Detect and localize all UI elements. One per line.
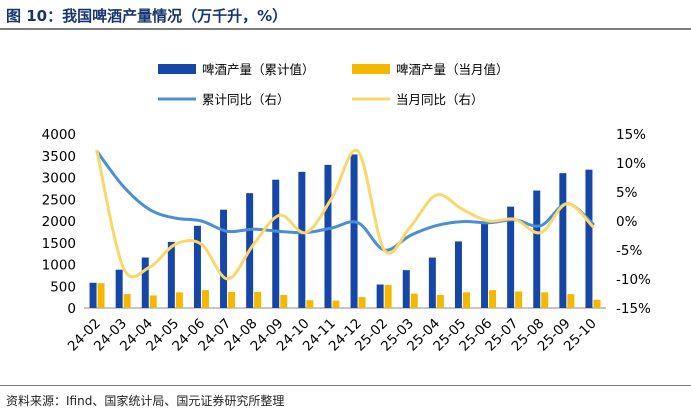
bar-monthly: [384, 284, 392, 308]
bar-monthly: [306, 300, 314, 308]
bar-cumulative: [481, 224, 489, 308]
y-left-tick-label: 4000: [42, 127, 76, 143]
bar-monthly: [410, 293, 418, 308]
y-right-tick-label: 0%: [616, 214, 638, 230]
bar-monthly: [593, 299, 601, 308]
beer-production-chart: 啤酒产量（累计值） 啤酒产量（当月值） 累计同比（右） 当月同比（右） 0 500…: [42, 62, 651, 355]
y-right-tick-label: -10%: [616, 272, 651, 288]
legend-label-cum-bar: 啤酒产量（累计值）: [202, 62, 315, 77]
legend-swatch-cum-bar: [158, 64, 196, 74]
bar-cumulative: [167, 241, 175, 308]
legend-swatch-mon-bar: [352, 64, 390, 74]
bar-cumulative: [141, 257, 149, 308]
bar-cumulative: [428, 257, 436, 308]
chart-legend: 啤酒产量（累计值） 啤酒产量（当月值） 累计同比（右） 当月同比（右）: [158, 62, 509, 107]
bar-cumulative: [193, 225, 201, 308]
bar-cumulative: [454, 241, 462, 308]
y-left-tick-label: 2000: [42, 214, 76, 230]
chart-axes: 0 500 1000 1500 2000 2500 3000 3500 4000 -15% -10%…: [42, 127, 651, 317]
y-right-tick-label: 5%: [616, 185, 638, 201]
source-note: 资料来源：Ifind、国家统计局、国元证券研究所整理: [6, 394, 285, 408]
y-left-tick-label: 1000: [42, 258, 76, 274]
bar-cumulative: [272, 179, 280, 308]
bar-cumulative: [585, 169, 593, 308]
bar-cumulative: [507, 206, 515, 308]
bar-monthly: [149, 295, 157, 308]
bar-cumulative: [533, 190, 541, 308]
bar-cumulative: [89, 282, 97, 308]
y-left-tick-label: 500: [50, 279, 76, 295]
bar-monthly: [228, 291, 236, 308]
bar-monthly: [254, 291, 262, 308]
bar-monthly: [123, 294, 131, 308]
y-left-tick-label: 0: [67, 301, 76, 317]
figure-title: 图 10：我国啤酒产量情况（万千升，%）: [6, 7, 288, 25]
bar-monthly: [201, 290, 209, 308]
bar-cumulative: [376, 284, 384, 308]
line-monthly-yoy: [95, 148, 595, 281]
bar-monthly: [436, 294, 444, 308]
bar-monthly: [541, 292, 549, 308]
y-left-tick-label: 2500: [42, 192, 76, 208]
bar-monthly: [358, 297, 366, 308]
x-tick-labels: 24-0224-0324-0424-0524-0624-0724-0824-09…: [65, 316, 600, 355]
footer-rule: [0, 385, 691, 386]
bar-monthly: [489, 290, 497, 308]
y-left-tick-label: 3000: [42, 171, 76, 187]
chart-bars: [89, 154, 601, 308]
bar-monthly: [97, 283, 105, 308]
bar-cumulative: [115, 269, 123, 308]
title-rule: [0, 28, 691, 30]
bar-cumulative: [559, 173, 567, 308]
bar-cumulative: [220, 209, 228, 308]
legend-label-mon-bar: 啤酒产量（当月值）: [396, 62, 509, 77]
bar-monthly: [280, 294, 288, 308]
bar-monthly: [332, 300, 340, 308]
y-right-tick-label: -5%: [616, 243, 642, 259]
y-left-tick-label: 3500: [42, 149, 76, 165]
y-right-tick-label: -15%: [616, 301, 651, 317]
bar-cumulative: [298, 171, 306, 308]
bar-cumulative: [402, 270, 410, 308]
bar-monthly: [567, 294, 575, 308]
legend-label-mon-line: 当月同比（右）: [396, 92, 484, 107]
chart-lines: [95, 148, 595, 281]
bar-cumulative: [324, 164, 332, 308]
bar-monthly: [175, 292, 183, 308]
legend-label-cum-line: 累计同比（右）: [202, 92, 290, 107]
y-right-tick-label: 10%: [616, 156, 646, 172]
y-right-tick-label: 15%: [616, 127, 646, 143]
y-left-tick-label: 1500: [42, 236, 76, 252]
bar-monthly: [515, 291, 523, 308]
bar-cumulative: [350, 154, 358, 308]
bar-monthly: [462, 292, 470, 308]
